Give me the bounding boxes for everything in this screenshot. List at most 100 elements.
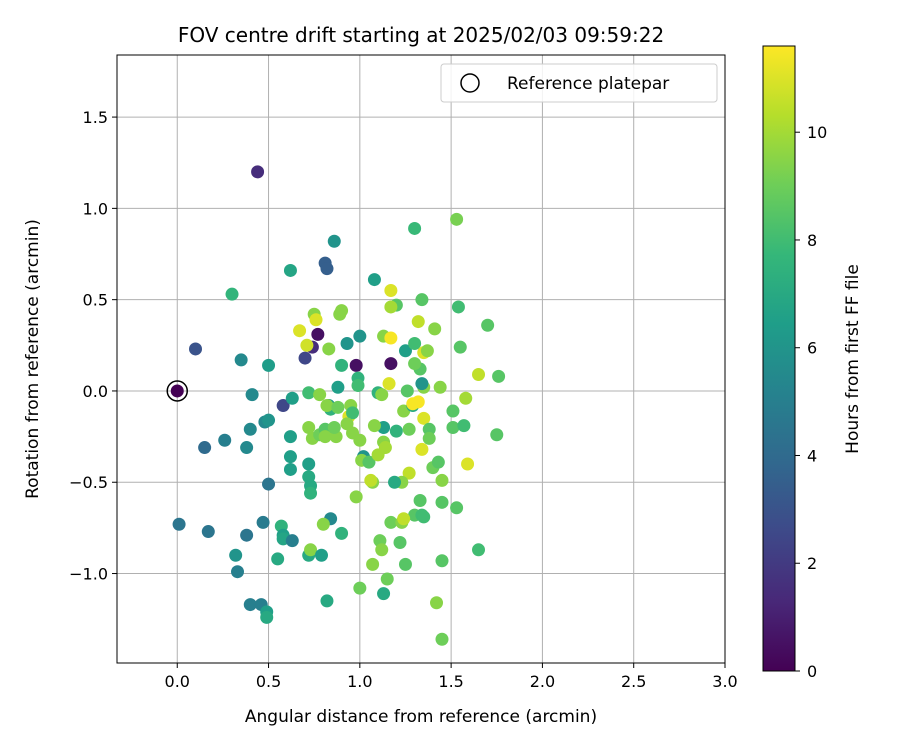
data-point bbox=[283, 450, 297, 464]
data-point bbox=[316, 517, 330, 531]
legend-box bbox=[440, 63, 718, 103]
data-point bbox=[218, 433, 232, 447]
data-point bbox=[481, 318, 495, 332]
data-point bbox=[417, 510, 431, 524]
legend-entry-label: Reference platepar bbox=[507, 74, 669, 94]
data-point bbox=[384, 515, 398, 529]
data-point bbox=[243, 598, 257, 612]
data-point bbox=[285, 391, 299, 405]
y-axis-ticks: −1.0 −0.5 0.0 0.5 1.0 1.5 bbox=[69, 108, 117, 584]
data-point bbox=[313, 388, 327, 402]
data-point bbox=[375, 543, 389, 557]
data-point bbox=[229, 548, 243, 562]
data-point bbox=[285, 534, 299, 548]
x-axis-ticks: 0.0 0.5 1.0 1.5 2.0 2.5 3.0 bbox=[165, 663, 738, 691]
data-point bbox=[353, 433, 367, 447]
data-point bbox=[400, 384, 414, 398]
y-axis-label: Rotation from reference (arcmin) bbox=[23, 219, 43, 499]
data-point bbox=[201, 525, 215, 539]
colorbar-tick-label: 4 bbox=[807, 446, 817, 465]
y-tick-label: −1.0 bbox=[69, 565, 108, 584]
data-point bbox=[314, 548, 328, 562]
data-point bbox=[260, 610, 274, 624]
data-point bbox=[393, 535, 407, 549]
data-point bbox=[490, 428, 504, 442]
data-point bbox=[335, 304, 349, 318]
data-point bbox=[388, 475, 402, 489]
x-tick-label: 1.0 bbox=[347, 672, 372, 691]
data-point bbox=[411, 395, 425, 409]
legend-marker-icon bbox=[460, 73, 480, 93]
data-point bbox=[408, 357, 422, 371]
data-points bbox=[172, 165, 506, 646]
y-tick-label: 0.5 bbox=[83, 291, 108, 310]
colorbar-tick-label: 2 bbox=[807, 554, 817, 573]
data-point bbox=[457, 419, 471, 433]
colorbar-ticks: 0 2 4 6 8 10 bbox=[795, 123, 827, 681]
data-point bbox=[283, 430, 297, 444]
x-tick-label: 0.0 bbox=[165, 672, 190, 691]
data-point bbox=[472, 543, 486, 557]
data-point bbox=[420, 344, 434, 358]
grid-lines bbox=[117, 55, 726, 663]
legend: Reference platepar bbox=[440, 63, 718, 103]
reference-ring bbox=[166, 380, 189, 402]
data-point bbox=[302, 457, 316, 471]
data-point bbox=[331, 380, 345, 394]
data-point bbox=[417, 411, 431, 425]
data-point bbox=[367, 273, 381, 287]
plot-frame bbox=[116, 54, 726, 664]
data-point bbox=[172, 517, 186, 531]
data-point bbox=[461, 457, 475, 471]
data-point bbox=[413, 494, 427, 508]
data-point bbox=[335, 526, 349, 540]
colorbar-tick-label: 10 bbox=[807, 123, 827, 142]
data-point bbox=[271, 552, 285, 566]
data-point bbox=[320, 594, 334, 608]
data-point bbox=[492, 369, 506, 383]
data-point bbox=[331, 400, 345, 414]
data-point bbox=[384, 300, 398, 314]
data-point bbox=[245, 388, 259, 402]
data-point bbox=[453, 340, 467, 354]
data-point bbox=[231, 565, 245, 579]
data-point bbox=[428, 322, 442, 336]
colorbar-tick-label: 6 bbox=[807, 339, 817, 358]
data-point bbox=[251, 165, 265, 179]
x-tick-label: 2.0 bbox=[530, 672, 555, 691]
data-point bbox=[240, 528, 254, 542]
data-point bbox=[384, 331, 398, 345]
data-point bbox=[276, 399, 290, 413]
data-point bbox=[408, 221, 422, 235]
data-point bbox=[450, 212, 464, 226]
data-point bbox=[382, 377, 396, 391]
reference-marker bbox=[166, 380, 189, 402]
y-tick-label: 0.0 bbox=[83, 382, 108, 401]
data-point bbox=[335, 358, 349, 372]
data-point bbox=[364, 473, 378, 487]
data-point bbox=[446, 420, 460, 434]
reference-point bbox=[170, 384, 184, 398]
data-point bbox=[380, 572, 394, 586]
data-point bbox=[349, 358, 363, 372]
data-point bbox=[346, 406, 360, 420]
data-point bbox=[446, 404, 460, 418]
data-point bbox=[262, 477, 276, 491]
data-point bbox=[327, 420, 341, 434]
colorbar-tick-label: 8 bbox=[807, 231, 817, 250]
data-point bbox=[302, 420, 316, 434]
data-point bbox=[398, 557, 412, 571]
data-point bbox=[309, 313, 323, 327]
data-point bbox=[422, 431, 436, 445]
y-tick-label: 1.0 bbox=[83, 199, 108, 218]
data-point bbox=[189, 342, 203, 356]
data-point bbox=[398, 344, 412, 358]
data-point bbox=[389, 424, 403, 438]
data-point bbox=[433, 380, 447, 394]
data-point bbox=[353, 581, 367, 595]
data-point bbox=[415, 377, 429, 391]
x-tick-label: 1.5 bbox=[438, 672, 463, 691]
data-point bbox=[367, 419, 381, 433]
data-point bbox=[283, 462, 297, 476]
